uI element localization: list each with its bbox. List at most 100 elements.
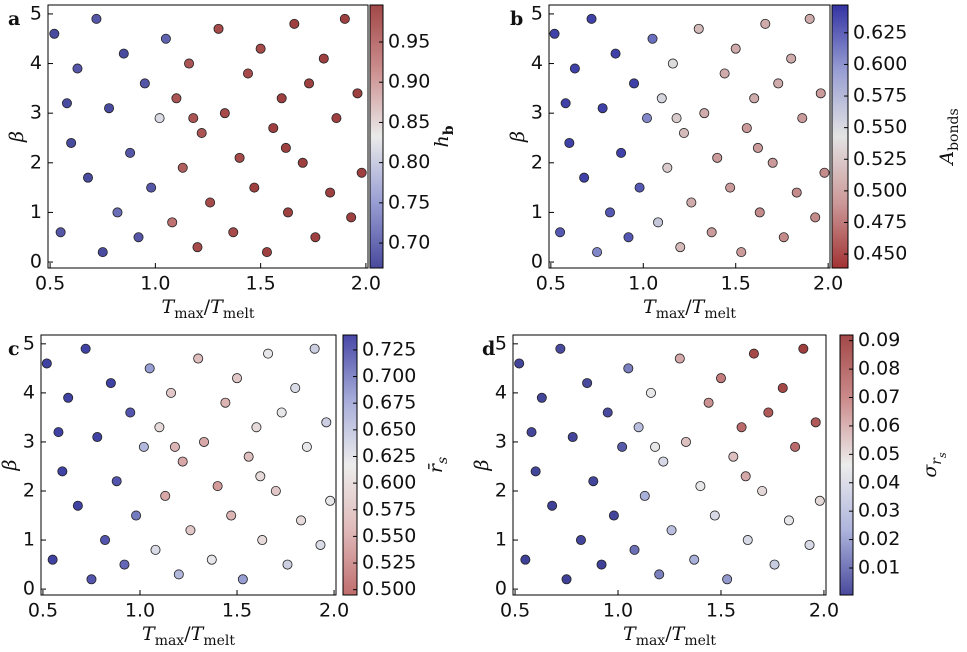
x-tick-label: 1.0 bbox=[628, 273, 658, 295]
point bbox=[309, 343, 320, 354]
point bbox=[325, 495, 336, 506]
point bbox=[228, 227, 239, 238]
point bbox=[118, 48, 129, 59]
point bbox=[582, 378, 593, 389]
colorbar-tick-label: 0.525 bbox=[853, 148, 907, 170]
label-part: T bbox=[692, 296, 706, 318]
point bbox=[748, 348, 759, 359]
x-tick-label: 0.5 bbox=[35, 273, 65, 295]
point bbox=[769, 559, 780, 570]
point bbox=[667, 58, 678, 69]
point bbox=[206, 554, 217, 565]
point bbox=[752, 142, 763, 153]
point bbox=[757, 485, 768, 496]
point bbox=[666, 525, 677, 536]
x-tick-label: 1.5 bbox=[246, 273, 276, 295]
point bbox=[564, 137, 575, 148]
point bbox=[352, 88, 363, 99]
point bbox=[171, 93, 182, 104]
point bbox=[797, 113, 808, 124]
point bbox=[656, 93, 667, 104]
point bbox=[647, 33, 658, 44]
point bbox=[243, 451, 254, 462]
colorbar-label: Abonds bbox=[936, 108, 962, 166]
label-part: T bbox=[142, 623, 156, 645]
point bbox=[146, 182, 157, 193]
x-tick-label: 1.0 bbox=[603, 600, 633, 622]
panel: b0.5 1.0 1.5 2.0012345Tmax/Tmeltβ0.4500.475… bbox=[507, 2, 962, 322]
y-axis-label: β bbox=[0, 459, 21, 471]
label-part: melt bbox=[684, 633, 716, 649]
point bbox=[125, 407, 136, 418]
colorbar-tick-label: 0.80 bbox=[388, 151, 430, 173]
y-tick-label: 1 bbox=[23, 529, 35, 551]
y-tick-label: 0 bbox=[23, 578, 35, 600]
point bbox=[154, 422, 165, 433]
point bbox=[693, 23, 704, 34]
point bbox=[686, 197, 697, 208]
x-tick-label: 2.0 bbox=[319, 600, 349, 622]
point bbox=[706, 227, 717, 238]
panel-letter: d bbox=[482, 338, 495, 360]
point bbox=[199, 436, 210, 447]
point bbox=[650, 441, 661, 452]
point bbox=[261, 247, 272, 258]
point bbox=[321, 417, 332, 428]
plot-frame bbox=[40, 334, 337, 596]
point bbox=[567, 432, 578, 443]
point bbox=[561, 574, 572, 585]
point bbox=[530, 466, 541, 477]
point bbox=[104, 103, 115, 114]
point bbox=[119, 559, 130, 570]
point bbox=[53, 427, 64, 438]
point bbox=[66, 137, 77, 148]
colorbar-tick-label: 0.04 bbox=[858, 471, 900, 493]
y-tick-label: 1 bbox=[30, 201, 42, 223]
point bbox=[160, 490, 171, 501]
x-axis-label: Tmax/Tmelt bbox=[623, 623, 716, 649]
colorbar-tick-label: 0.03 bbox=[858, 500, 900, 522]
point bbox=[777, 382, 788, 393]
point bbox=[72, 63, 83, 74]
point bbox=[786, 53, 797, 64]
colorbar-tick-label: 0.07 bbox=[858, 386, 900, 408]
point bbox=[55, 227, 66, 238]
x-tick-label: 1.5 bbox=[222, 600, 252, 622]
y-tick-label: 4 bbox=[495, 381, 507, 403]
label-part: max bbox=[656, 306, 686, 322]
colorbar-tick-label: 0.725 bbox=[362, 338, 416, 360]
point bbox=[629, 78, 640, 89]
point bbox=[736, 422, 747, 433]
colorbar bbox=[369, 4, 384, 269]
point bbox=[212, 481, 223, 492]
point bbox=[703, 397, 714, 408]
point bbox=[689, 554, 700, 565]
colorbar-tick-label: 0.95 bbox=[388, 30, 430, 52]
colorbar-tick-label: 0.70 bbox=[388, 232, 430, 254]
label-part: b bbox=[441, 125, 457, 135]
point bbox=[616, 147, 627, 158]
point bbox=[740, 471, 751, 482]
colorbar-tick-label: 0.600 bbox=[853, 53, 907, 75]
point bbox=[555, 227, 566, 238]
point bbox=[588, 476, 599, 487]
label-part: T bbox=[210, 296, 224, 318]
label-part: T bbox=[643, 296, 657, 318]
point bbox=[810, 417, 821, 428]
point bbox=[249, 182, 260, 193]
point bbox=[213, 23, 224, 34]
point bbox=[331, 113, 342, 124]
point bbox=[177, 456, 188, 467]
colorbar-label: hb bbox=[431, 125, 457, 147]
point bbox=[725, 182, 736, 193]
point bbox=[742, 535, 753, 546]
y-tick-label: 2 bbox=[531, 151, 543, 173]
point bbox=[712, 152, 723, 163]
label-part: T bbox=[623, 623, 637, 645]
point bbox=[783, 515, 794, 526]
point bbox=[709, 510, 720, 521]
colorbar-tick-label: 0.450 bbox=[853, 243, 907, 265]
point bbox=[100, 535, 111, 546]
point bbox=[634, 182, 645, 193]
point bbox=[173, 569, 184, 580]
